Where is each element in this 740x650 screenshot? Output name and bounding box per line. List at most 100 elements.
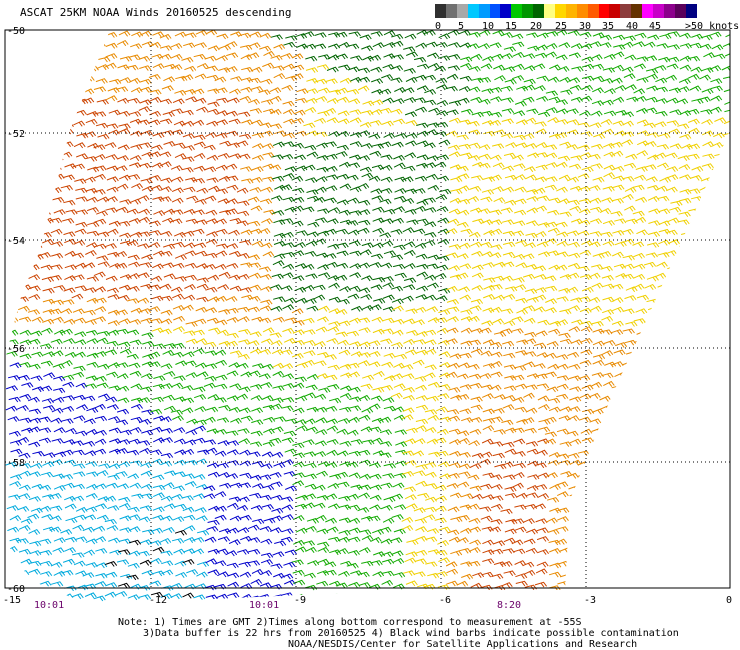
wind-barb [152,196,165,202]
wind-barb [426,438,439,445]
wind-barb [295,97,308,104]
wind-barb [74,536,88,542]
wind-barb [183,89,196,95]
wind-barb [129,482,142,489]
wind-barb [28,396,40,403]
wind-barb [567,230,580,237]
wind-barb [401,176,414,183]
longitude-label: -3 [584,595,596,606]
wind-barb [40,143,53,149]
wind-barb [324,107,337,114]
wind-barb [271,175,285,182]
wind-barb [240,86,253,93]
wind-barb [238,339,251,345]
wind-barb [263,416,276,423]
wind-barb [283,63,295,70]
wind-barb [295,230,308,236]
wind-barb [251,419,264,425]
wind-barb [7,186,21,193]
wind-barb [610,546,622,553]
wind-barb [317,230,330,237]
wind-barb [658,547,670,554]
wind-barb [710,95,723,102]
wind-barb [94,165,107,171]
wind-barb [116,183,129,190]
wind-barb [424,348,437,355]
wind-barb [105,32,118,38]
wind-barb [600,231,613,238]
wind-barb [338,504,352,510]
wind-barb [490,441,504,447]
legend-swatch [467,4,479,18]
wind-barb [526,492,539,498]
wind-barb [362,55,374,62]
wind-barb [588,296,601,303]
wind-barb [96,210,108,217]
wind-barb [195,219,208,225]
wind-barb [372,206,385,213]
wind-barb [559,592,572,599]
wind-barb [669,527,682,534]
wind-barb [402,387,415,393]
wind-barb [633,88,645,95]
wind-barb [611,320,624,327]
wind-barb [280,218,294,224]
wind-barb [557,155,571,162]
wind-barb [95,562,108,569]
wind-barb [395,133,408,139]
wind-barb [348,581,361,588]
wind-barb [524,331,537,338]
wind-barb [358,199,371,206]
wind-barb [7,526,20,533]
wind-barb [493,197,506,204]
wind-barb [372,450,385,457]
legend-label: 20 [530,21,543,32]
wind-barb [644,319,657,326]
wind-barb [547,209,560,216]
wind-barb [393,206,405,213]
wind-barb [438,139,451,146]
wind-barb [347,229,360,236]
wind-barb [326,66,339,73]
wind-barb [184,32,197,38]
wind-barb [350,131,362,138]
wind-barb [659,176,671,183]
wind-barb [216,33,229,40]
wind-barb [525,142,537,149]
wind-barb [328,536,341,543]
wind-barb [292,407,305,414]
wind-barb [368,403,381,410]
wind-barb [394,195,407,202]
wind-barb [73,560,86,567]
wind-barb [591,321,604,327]
wind-barb [337,110,350,117]
wind-barb [40,560,53,567]
wind-barb [655,419,668,425]
wind-barb [667,405,680,412]
wind-barb [196,62,209,69]
wind-barb [415,404,429,411]
wind-barb [600,502,612,509]
wind-barb [75,221,88,228]
wind-barb [372,277,386,283]
wind-barb [76,404,88,411]
wind-barb [249,474,262,481]
wind-barb [227,449,239,456]
wind-barb [129,583,142,590]
wind-barb [566,129,579,136]
wind-barb [547,529,560,535]
wind-barb [19,228,31,235]
wind-barb [336,242,349,249]
wind-barb [613,349,626,356]
wind-barb [558,42,571,49]
wind-barb [711,580,724,587]
wind-barb [625,84,637,91]
wind-barb [490,371,503,378]
wind-barb [589,505,602,513]
wind-barb [581,528,594,535]
wind-barb [6,545,18,553]
wind-barb [8,569,21,576]
wind-barb [162,349,175,356]
wind-barb [526,484,539,491]
